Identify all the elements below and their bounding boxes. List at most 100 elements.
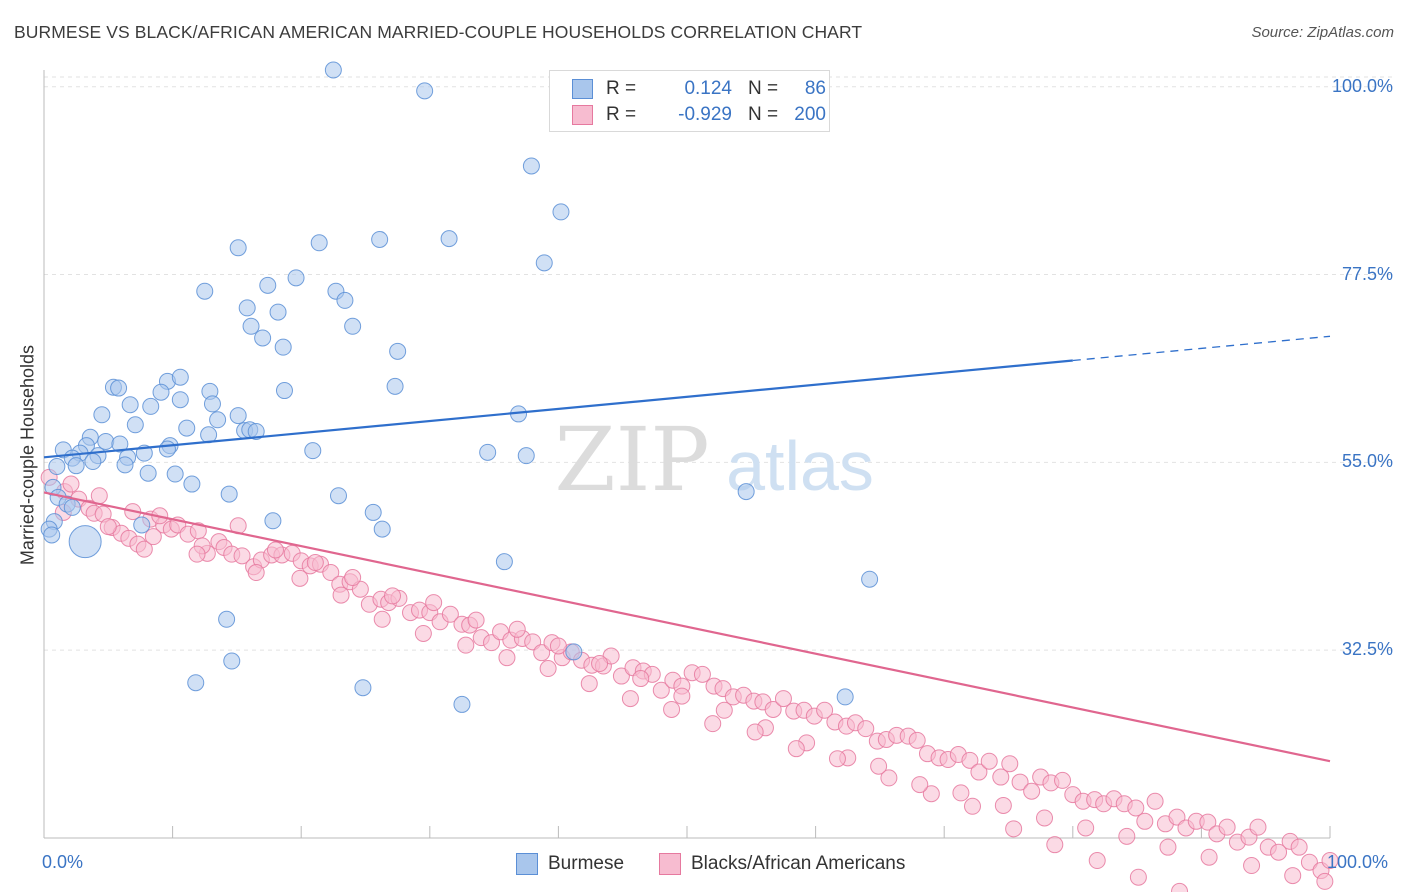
- data-point: [414, 624, 432, 642]
- data-point: [1200, 848, 1218, 866]
- data-point: [166, 465, 184, 483]
- data-point: [247, 422, 265, 440]
- data-point: [1054, 771, 1072, 789]
- data-point: [364, 503, 382, 521]
- data-point: [259, 276, 277, 294]
- data-point: [99, 518, 117, 536]
- data-point: [291, 569, 309, 587]
- data-point: [183, 475, 201, 493]
- data-point: [453, 695, 471, 713]
- data-point: [970, 763, 988, 781]
- data-point: [1321, 852, 1339, 870]
- data-point: [1005, 820, 1023, 838]
- trend-line-burmese: [43, 359, 1073, 459]
- data-point: [1199, 813, 1217, 831]
- data-point: [152, 383, 170, 401]
- data-point: [332, 586, 350, 604]
- data-point: [135, 540, 153, 558]
- data-point: [565, 643, 583, 661]
- data-point: [275, 382, 293, 400]
- data-point: [247, 564, 265, 582]
- data-point: [591, 655, 609, 673]
- data-point: [269, 303, 287, 321]
- data-point: [238, 299, 256, 317]
- y-tick-label: 55.0%: [1341, 451, 1393, 472]
- data-point: [306, 554, 324, 572]
- data-point: [209, 411, 227, 429]
- data-point: [266, 541, 284, 559]
- data-point: [673, 687, 691, 705]
- data-point: [97, 432, 115, 450]
- data-point: [93, 406, 111, 424]
- data-point: [171, 368, 189, 386]
- data-point: [425, 594, 443, 612]
- data-point: [621, 690, 639, 708]
- data-point: [1011, 773, 1029, 791]
- data-point: [908, 731, 926, 749]
- data-point: [994, 796, 1012, 814]
- data-point: [737, 483, 755, 501]
- data-point: [187, 674, 205, 692]
- data-point: [1129, 868, 1147, 886]
- data-point: [774, 690, 792, 708]
- data-point: [467, 611, 485, 629]
- data-point: [116, 456, 134, 474]
- data-point: [533, 644, 551, 662]
- data-point: [416, 82, 434, 100]
- data-point: [196, 282, 214, 300]
- data-point: [992, 768, 1010, 786]
- data-point: [663, 700, 681, 718]
- legend-swatch-burmese: [572, 79, 593, 99]
- data-point: [233, 547, 251, 565]
- x-tick-min: 0.0%: [42, 852, 84, 872]
- data-point: [386, 377, 404, 395]
- data-point: [324, 61, 342, 79]
- data-point: [48, 458, 66, 476]
- y-axis-label: Married-couple Households: [17, 344, 38, 566]
- data-point: [287, 269, 305, 287]
- legend-r-label: R =: [606, 104, 637, 125]
- data-point: [828, 750, 846, 768]
- data-point: [171, 391, 189, 409]
- data-point: [508, 620, 526, 638]
- data-point: [373, 610, 391, 628]
- bottom-legend-label-burmese: Burmese: [548, 853, 625, 874]
- chart-source: Source: ZipAtlas.com: [1251, 24, 1394, 41]
- data-point: [354, 679, 372, 697]
- data-point: [1290, 838, 1308, 856]
- data-point: [632, 670, 650, 688]
- data-point: [389, 342, 407, 360]
- data-point: [764, 700, 782, 718]
- data-point: [188, 545, 206, 563]
- legend-n-value: 200: [794, 104, 826, 125]
- data-point: [612, 667, 630, 685]
- data-point: [1243, 857, 1261, 875]
- data-point: [1127, 799, 1145, 817]
- data-point: [264, 512, 282, 530]
- data-point: [242, 317, 260, 335]
- data-point: [84, 453, 102, 471]
- data-point: [62, 475, 80, 493]
- data-point: [539, 660, 557, 678]
- bottom-legend-label-blacks: Blacks/African Americans: [691, 853, 906, 874]
- data-point: [522, 157, 540, 175]
- data-point: [880, 769, 898, 787]
- data-point: [178, 419, 196, 437]
- data-point: [922, 785, 940, 803]
- data-point: [1088, 852, 1106, 870]
- data-point: [580, 675, 598, 693]
- legend-r-label: R =: [606, 78, 637, 99]
- data-point: [961, 751, 979, 769]
- data-point: [304, 442, 322, 460]
- chart-title: BURMESE VS BLACK/AFRICAN AMERICAN MARRIE…: [14, 22, 863, 42]
- trend-lines: [43, 335, 1331, 763]
- data-point: [329, 487, 347, 505]
- data-point: [746, 723, 764, 741]
- data-point: [274, 338, 292, 356]
- data-point: [693, 665, 711, 683]
- data-point: [549, 637, 567, 655]
- data-point: [457, 636, 475, 654]
- bottom-legend-swatch-burmese: [516, 853, 538, 875]
- data-point: [90, 487, 108, 505]
- axes: [43, 70, 1331, 839]
